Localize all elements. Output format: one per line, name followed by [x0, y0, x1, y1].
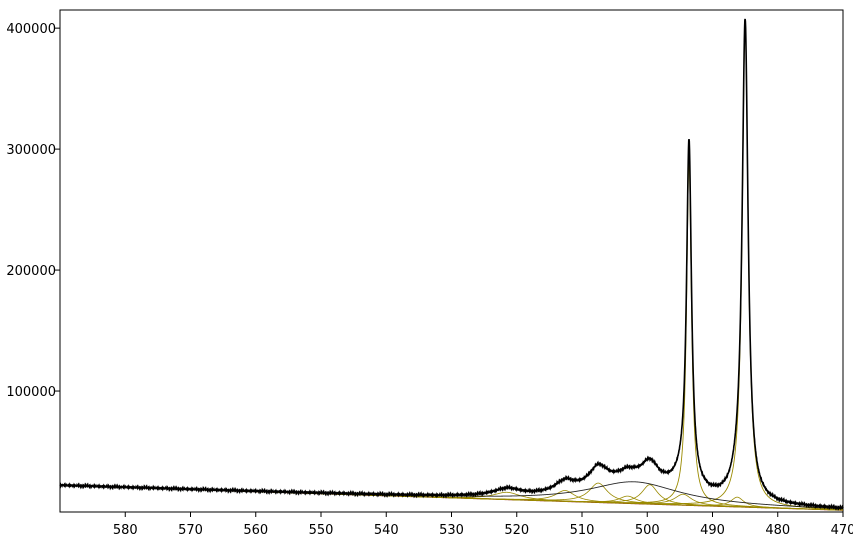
x-tick-label: 560 — [243, 523, 268, 538]
x-tick-label: 570 — [178, 523, 203, 538]
x-tick-label: 500 — [635, 523, 660, 538]
y-tick-label: 100000 — [6, 385, 56, 400]
x-tick-label: 580 — [113, 523, 138, 538]
x-tick-label: 540 — [374, 523, 399, 538]
measured-spectrum-line — [59, 18, 844, 512]
x-tick-label: 510 — [570, 523, 595, 538]
y-tick-label: 200000 — [6, 264, 56, 279]
x-tick-label: 520 — [504, 523, 529, 538]
x-tick-label: 490 — [700, 523, 725, 538]
y-tick-label: 300000 — [6, 143, 56, 158]
x-tick-label: 470 — [831, 523, 853, 538]
plot-frame — [59, 9, 844, 513]
x-tick-label: 480 — [765, 523, 790, 538]
x-tick-label: 550 — [309, 523, 334, 538]
component-peak-2 — [59, 161, 844, 511]
x-tick-label: 530 — [439, 523, 464, 538]
component-peak-1 — [59, 29, 844, 510]
y-tick-label: 400000 — [6, 22, 56, 37]
